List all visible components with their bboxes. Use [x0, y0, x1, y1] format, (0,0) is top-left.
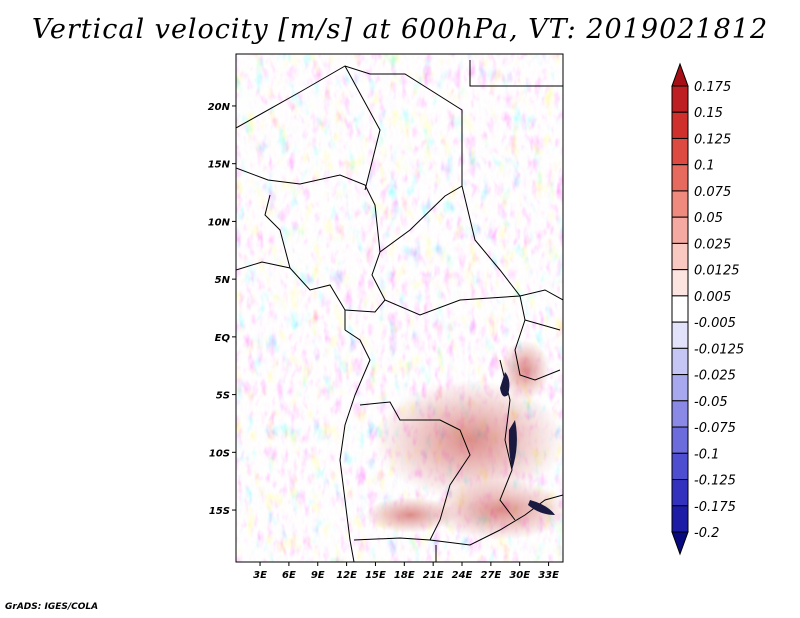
colorbar-bin [671, 426, 689, 454]
colorbar-label: -0.175 [694, 500, 736, 515]
colorbar-bin [671, 164, 689, 192]
lon-label: 3E [253, 570, 267, 581]
colorbar-label: 0.075 [694, 185, 731, 200]
colorbar-bin [671, 111, 689, 139]
lon-label: 9E [311, 570, 325, 581]
colorbar-label: 0.1 [694, 159, 715, 174]
lon-label: 21E [423, 570, 444, 581]
lakes [500, 372, 555, 515]
colorbar-label: 0.05 [694, 211, 723, 226]
colorbar-bin [671, 295, 689, 323]
lon-label: 15E [365, 570, 386, 581]
longitude-ticks: 3E 6E 9E 12E 15E 18E 21E 24E 27E 30E 33E [253, 562, 559, 581]
colorbar-label: 0.175 [694, 80, 731, 95]
colorbar-label: -0.05 [694, 395, 728, 410]
colorbar-bin [671, 269, 689, 297]
colorbar-bin [671, 400, 689, 428]
colorbar-bin [671, 452, 689, 481]
lat-label: EQ [215, 333, 231, 344]
colorbar-label: -0.025 [694, 369, 736, 384]
lat-label: 5S [216, 391, 230, 402]
colorbar-bin [671, 242, 689, 271]
colorbar-label: -0.0125 [694, 342, 744, 357]
colorbar-label: -0.1 [694, 447, 719, 462]
colorbar-cap-bottom [671, 531, 689, 556]
colorbar-label: -0.125 [694, 474, 736, 489]
lat-label: 15S [209, 506, 230, 517]
lon-label: 24E [452, 570, 473, 581]
lon-label: 27E [480, 570, 501, 581]
colorbar-bin [671, 505, 689, 533]
vertical-velocity-field [236, 54, 563, 562]
colorbar-label: -0.2 [694, 526, 719, 541]
colorbar-bin [671, 190, 689, 218]
colorbar-bin [671, 85, 689, 113]
footer-credit: GrADS: IGES/COLA [5, 602, 99, 612]
map-frame [235, 53, 564, 563]
colorbar-bin [671, 321, 689, 349]
colorbar-label: -0.075 [694, 421, 736, 436]
lat-label: 10N [208, 217, 231, 228]
lon-label: 6E [282, 570, 296, 581]
colorbar-bin [671, 347, 689, 376]
colorbar-label: 0.025 [694, 237, 731, 252]
colorbar-label: 0.0125 [694, 264, 740, 279]
colorbar-label: -0.005 [694, 316, 736, 331]
chart-title: Vertical velocity [m/s] at 600hPa, VT: 2… [31, 14, 769, 45]
colorbar-bin [671, 137, 689, 166]
colorbar-bin [671, 479, 689, 507]
colorbar-bin [671, 216, 689, 244]
lat-label: 10S [209, 448, 230, 459]
lon-label: 12E [336, 570, 357, 581]
colorbar: 0.175 0.15 0.125 0.1 0.075 0.05 0.025 0.0125 0.0… [671, 62, 744, 556]
colorbar-label: 0.125 [694, 132, 731, 147]
colorbar-label: 0.005 [694, 290, 731, 305]
colorbar-bin [671, 374, 689, 402]
lon-label: 30E [509, 570, 530, 581]
colorbar-label: 0.15 [694, 106, 723, 121]
latitude-ticks: 20N 15N 10N 5N EQ 5S 10S 15S [208, 102, 236, 517]
lat-label: 15N [208, 160, 231, 171]
lat-label: 20N [208, 102, 231, 113]
colorbar-cap-top [671, 62, 689, 87]
country-borders [236, 60, 563, 562]
lon-label: 18E [394, 570, 415, 581]
lat-label: 5N [215, 275, 231, 286]
lon-label: 33E [538, 570, 559, 581]
